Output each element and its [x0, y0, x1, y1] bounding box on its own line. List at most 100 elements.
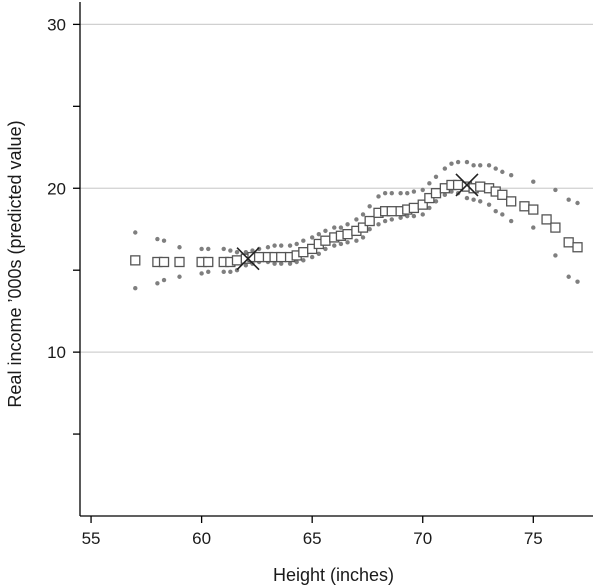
data-point-dot-68 [427, 181, 432, 186]
data-point-square-11 [253, 251, 265, 263]
data-point-square-26 [364, 215, 375, 227]
x-tick-label-65: 65 [303, 529, 322, 548]
data-point-dot-63 [405, 213, 410, 219]
data-point-square-45 [506, 196, 517, 207]
data-point-square-50 [563, 237, 574, 248]
data-point-dot-41 [323, 246, 328, 252]
data-point-dot-0 [133, 230, 138, 235]
data-point-dot-43 [332, 243, 337, 248]
data-point-dot-24 [265, 245, 271, 250]
data-point-dot-76 [455, 159, 461, 165]
x-axis-title: Height (inches) [273, 565, 394, 585]
data-point-dot-70 [433, 174, 439, 179]
data-point-dot-61 [398, 215, 403, 220]
data-point-dot-88 [500, 169, 505, 175]
data-point-dot-55 [376, 222, 381, 227]
data-point-dot-19 [243, 263, 249, 268]
x-tick-label-55: 55 [82, 529, 101, 548]
data-point-dot-11 [206, 269, 211, 275]
data-point-dot-85 [486, 202, 492, 207]
data-point-square-47 [528, 204, 539, 215]
data-point-dot-73 [442, 192, 448, 198]
data-point-dot-7 [177, 274, 182, 279]
data-point-dot-97 [566, 274, 571, 279]
data-point-dot-96 [566, 197, 571, 202]
data-point-dot-12 [221, 246, 226, 252]
x-tick-label-70: 70 [413, 529, 432, 548]
data-point-square-20 [320, 235, 331, 246]
data-point-square-17 [298, 247, 309, 258]
data-point-dot-56 [382, 190, 388, 196]
data-point-dot-28 [279, 243, 284, 248]
data-point-dot-8 [199, 246, 204, 252]
data-point-square-32 [408, 202, 420, 214]
data-point-square-2 [158, 256, 170, 268]
data-point-square-35 [430, 188, 442, 199]
data-point-square-51 [572, 242, 583, 253]
data-point-dot-6 [177, 245, 182, 250]
data-point-square-23 [342, 228, 353, 240]
data-point-dot-36 [309, 235, 315, 240]
data-point-dot-27 [272, 261, 277, 266]
data-point-dot-38 [316, 231, 322, 237]
data-point-dot-95 [553, 253, 558, 258]
data-point-dot-82 [478, 163, 483, 168]
x-tick-label-75: 75 [524, 529, 543, 548]
data-point-square-49 [550, 222, 561, 233]
data-point-dot-15 [228, 269, 233, 275]
data-point-dot-4 [161, 238, 167, 243]
data-point-dot-81 [471, 197, 476, 202]
data-point-dot-54 [376, 194, 381, 199]
data-point-dot-75 [449, 189, 454, 194]
data-point-dot-31 [287, 261, 293, 266]
data-point-dot-26 [272, 243, 277, 248]
data-point-dot-1 [133, 286, 138, 291]
data-point-square-8 [231, 255, 243, 266]
data-point-dot-50 [360, 212, 366, 217]
data-point-dot-53 [367, 227, 372, 232]
data-point-dot-62 [405, 190, 410, 196]
data-point-dot-71 [433, 199, 439, 204]
data-point-dot-84 [486, 163, 492, 168]
scatter-points [130, 159, 583, 291]
data-point-dot-74 [449, 161, 454, 166]
data-point-dot-89 [500, 212, 505, 217]
data-point-dot-65 [411, 213, 417, 219]
data-point-dot-29 [279, 261, 284, 266]
data-point-dot-86 [493, 166, 498, 171]
data-point-dot-44 [338, 225, 344, 230]
y-tick-label-30: 30 [47, 15, 66, 34]
data-point-dot-3 [155, 281, 160, 286]
data-point-square-29 [386, 206, 397, 217]
data-point-dot-93 [531, 225, 536, 230]
data-point-square-41 [475, 181, 486, 192]
data-point-dot-2 [155, 236, 160, 242]
data-point-square-33 [417, 199, 428, 210]
data-point-square-48 [541, 214, 552, 225]
data-point-dot-40 [323, 228, 328, 234]
x-tick-label-60: 60 [192, 529, 211, 548]
data-point-cross-1 [455, 173, 479, 197]
data-point-dot-51 [360, 235, 366, 240]
data-point-dot-83 [478, 199, 483, 204]
data-point-dot-34 [301, 238, 306, 243]
y-tick-label-20: 20 [47, 179, 66, 198]
data-point-dot-57 [382, 218, 388, 224]
data-point-dot-59 [389, 217, 394, 222]
data-point-dot-47 [345, 240, 350, 245]
y-tick-label-10: 10 [47, 343, 66, 362]
data-point-dot-16 [234, 249, 240, 255]
data-point-dot-94 [553, 187, 558, 193]
data-point-dot-52 [367, 204, 372, 209]
data-point-square-3 [174, 256, 185, 268]
data-point-dot-90 [508, 172, 514, 178]
data-point-square-38 [452, 179, 464, 191]
data-point-dot-78 [464, 159, 470, 165]
data-point-dot-20 [250, 248, 255, 253]
data-point-square-0 [130, 255, 141, 266]
data-point-dot-13 [221, 269, 226, 275]
data-point-dot-9 [199, 271, 204, 276]
data-point-dot-58 [389, 190, 394, 196]
data-point-dot-10 [206, 246, 211, 252]
